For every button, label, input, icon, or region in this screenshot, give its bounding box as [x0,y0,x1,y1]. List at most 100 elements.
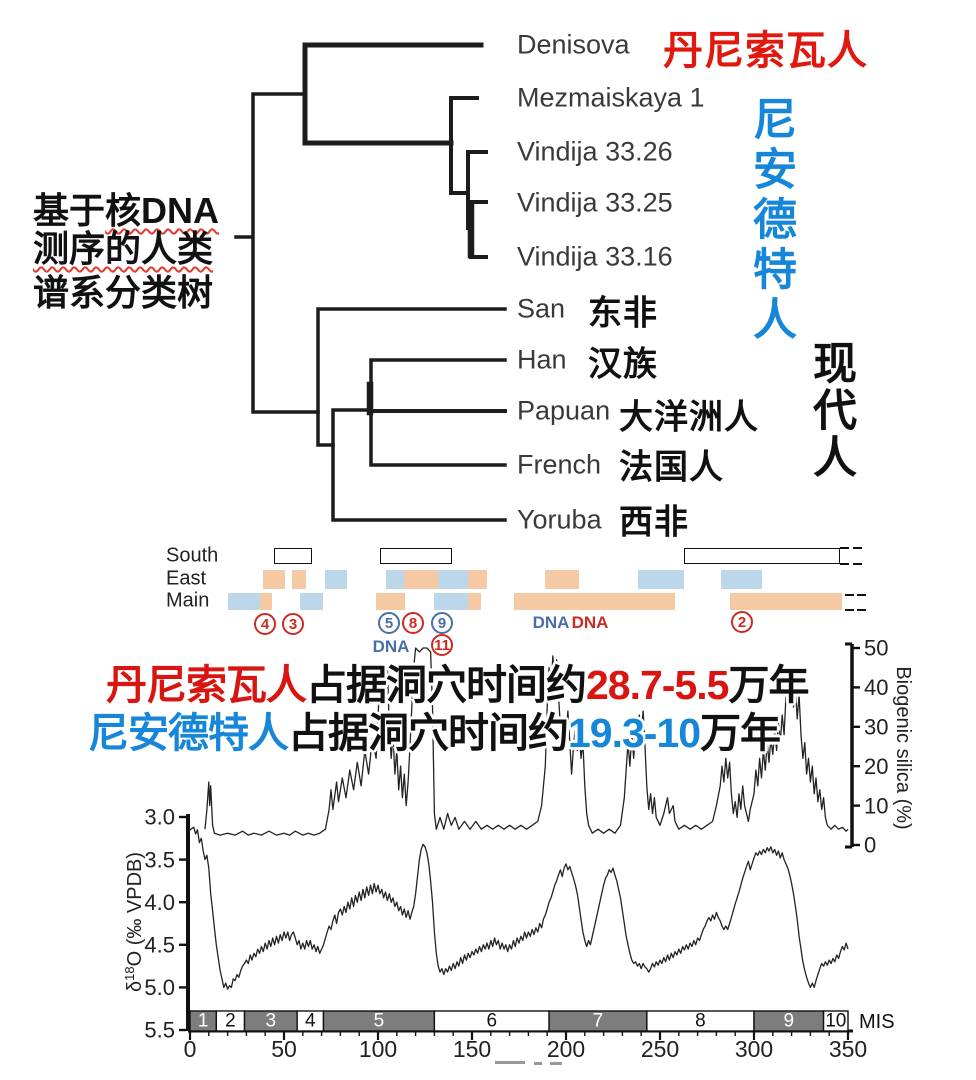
occupation-bar [263,570,285,589]
tree-title-line: 谱系分类树 [33,264,213,316]
axis-title-text: δ [124,981,146,992]
continuation-dash [853,547,862,549]
right-axis-tick-label: 40 [864,675,888,700]
tree-leaf-label: Vindija 33.25 [517,187,673,218]
caption-text: 占据洞穴时间约 [306,662,587,708]
mis-segment-number: 6 [486,1011,497,1032]
layer-number-badge: 8 [402,612,424,634]
tree-leaf-cn-annotation: 丹尼索瓦人 [663,29,868,73]
right-axis-tick-label: 20 [864,754,888,779]
occupation-bar [434,593,468,610]
caption-text: 万年 [700,710,781,756]
continuation-dash [857,594,866,596]
mis-segment-number: 7 [593,1011,604,1032]
tree-leaf-cn-annotation: 法国人 [619,448,724,487]
x-axis-tick-label: 300 [735,1036,773,1062]
occupation-outline-south [684,548,840,564]
left-axis-tick-label: 5.5 [144,1018,175,1043]
occupation-bar [438,570,468,589]
occupation-bar [325,570,347,589]
tree-leaf-label: Han [517,344,567,375]
tree-title-line: 基于核DNA [33,182,219,234]
x-axis-tick-label: 50 [271,1036,297,1062]
occupation-outline-south [380,548,452,564]
x-axis-tick-label: 350 [829,1036,867,1062]
continuation-dash [845,594,854,596]
tree-leaf-label: San [517,293,566,324]
occupation-row-label: South [166,544,219,567]
right-axis-tick-label: 0 [864,833,876,858]
x-axis-tick-label: 200 [547,1036,585,1062]
mis-segment-number: 4 [305,1011,316,1032]
occupation-row-label: Main [166,589,210,612]
occupation-bar [721,570,762,589]
mis-axis-label: MIS [859,1011,895,1033]
dna-label: DNA [571,613,609,632]
tree-branch [302,42,484,146]
tree-title-text: 核DNA [105,190,220,231]
x-axis-tick-label: 150 [453,1036,491,1062]
caption-text: 尼安德特人 [88,710,289,756]
cropped-axis-label-fragment [495,1061,525,1064]
occupation-bar [404,570,438,589]
caption-neanderthal-occupation: 尼安德特人占据洞穴时间约19.3-10万年 [88,699,781,759]
x-axis-tick-label: 250 [641,1036,679,1062]
biogenic-silica-curve [204,647,849,836]
mis-segment-number: 5 [374,1011,385,1032]
tree-branch [234,92,320,414]
occupation-outline-south [274,548,312,564]
left-axis-title: δ18O (‰ VPDB) [122,852,146,992]
layer-number-badge: 3 [282,613,304,635]
neanderthal-group-label: 尼安德特人 [746,96,795,346]
continuation-dash [853,563,862,565]
left-axis-tick-label: 5.0 [144,975,175,1000]
occupation-bar [300,593,323,610]
tree-title-line: 测序的人类 [33,220,213,272]
tree-leaf-cn-annotation: 西非 [619,503,689,542]
layer-number-badge: 9 [431,612,453,634]
caption-text: 占据洞穴时间约 [288,710,569,756]
occupation-bar [468,570,487,589]
caption-text: 28.7-5.5 [586,662,729,708]
mis-segment-number: 2 [225,1011,236,1032]
cropped-axis-label-fragment [550,1062,562,1065]
mis-segment-number: 3 [266,1011,277,1032]
x-axis-tick-label: 0 [184,1036,197,1062]
left-axis-tick-label: 4.5 [144,933,175,958]
tree-leaf-cn-annotation: 东非 [588,294,658,333]
tree-branch [449,96,479,195]
right-axis-title: Biogenic silica (%) [892,666,914,829]
occupation-bar [292,570,306,589]
layer-number-badge: 4 [254,613,276,635]
caption-denisovan-occupation: 丹尼索瓦人占据洞穴时间约28.7-5.5万年 [106,651,809,711]
mis-segment-number: 10 [825,1011,846,1032]
occupation-bar [228,593,260,610]
tree-branch [316,307,507,447]
right-axis-tick-label: 50 [864,636,888,661]
mis-segment-number: 1 [198,1011,209,1032]
occupation-bar [730,593,842,610]
occupation-bar [376,593,405,610]
occupation-bar [468,593,481,610]
caption-text: 丹尼索瓦人 [106,662,307,708]
tree-leaf-label: Yoruba [517,504,602,535]
occupation-bar [260,593,272,610]
layer-number-badge: 5 [378,612,400,634]
occupation-bar [545,570,579,589]
layer-number-badge: 2 [731,611,753,633]
modern-human-group-label: 现代人 [806,340,855,481]
tree-title-text: 基于 [33,190,106,231]
layer-number-badge: 11 [431,634,453,656]
left-axis-tick-label: 3.0 [144,805,175,830]
continuation-dash [840,563,849,565]
continuation-dash [857,609,866,611]
d18o-curve [189,826,849,990]
left-axis-tick-label: 4.0 [144,890,175,915]
tree-leaf-label: Vindija 33.16 [517,241,673,272]
tree-leaf-label: Denisova [517,29,630,60]
axis-title-text: O (‰ VPDB) [124,852,146,966]
continuation-dash [845,609,854,611]
